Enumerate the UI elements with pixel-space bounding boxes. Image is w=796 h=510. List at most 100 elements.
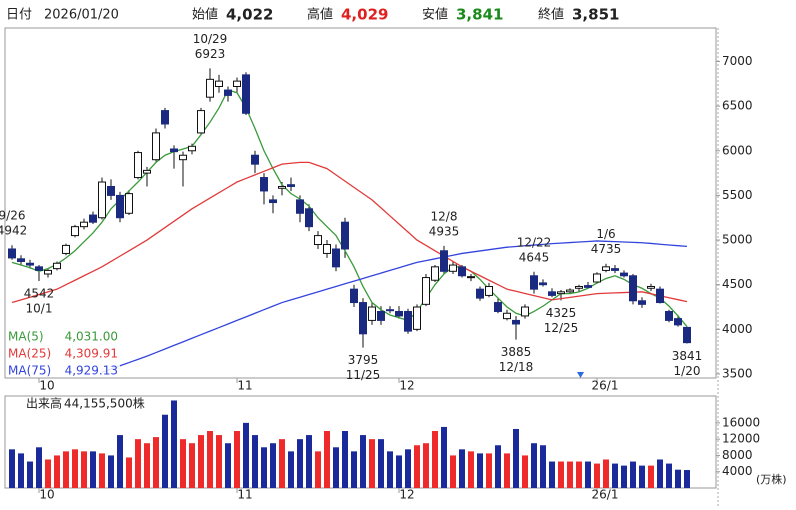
- annotation-value: 4325: [546, 306, 577, 320]
- volume-bar: [441, 426, 447, 488]
- candle-body: [170, 148, 178, 153]
- candle-body: [512, 319, 520, 325]
- header: 日付 2026/01/20 始値 4,022 高値 4,029 安値 3,841…: [6, 6, 619, 24]
- volume-bar: [198, 435, 204, 488]
- candle-body: [485, 285, 493, 296]
- volume-bar: [81, 451, 87, 488]
- candle-body: [674, 318, 682, 326]
- volume-bar: [252, 435, 258, 488]
- candle-body: [422, 277, 430, 305]
- volume-bar: [315, 451, 321, 488]
- candle-body: [476, 288, 484, 299]
- candle-body: [665, 310, 673, 321]
- x-tick-label: 12: [399, 488, 414, 502]
- candle-body: [206, 78, 214, 98]
- volume-bar: [648, 465, 654, 488]
- candle-body: [557, 291, 565, 295]
- volume-unit: (万株): [756, 472, 787, 486]
- annotation-date: 9/26: [0, 209, 25, 223]
- volume-bar: [135, 439, 141, 488]
- volume-bar: [216, 435, 222, 488]
- candle-body: [107, 185, 115, 196]
- x-tick-label: 10: [39, 379, 54, 393]
- candle-body: [539, 282, 547, 286]
- candle-body: [377, 310, 385, 321]
- volume-bar: [234, 431, 240, 488]
- volume-bar: [288, 451, 294, 488]
- candle-body: [467, 276, 475, 279]
- volume-bar: [639, 465, 645, 488]
- candle-body: [638, 300, 646, 305]
- annotation-value: 4942: [0, 224, 27, 238]
- annotation-value: 3841: [672, 349, 703, 363]
- candle-body: [296, 199, 304, 214]
- candle-body: [332, 248, 340, 268]
- candle-body: [278, 185, 286, 189]
- ma-line: [101, 240, 688, 373]
- volume-bar: [261, 447, 267, 488]
- candle-body: [647, 285, 655, 289]
- candle-body: [683, 326, 691, 344]
- legend-value: 4,309.91: [65, 347, 118, 361]
- candle-body: [341, 221, 349, 250]
- candle-body: [62, 244, 70, 254]
- candle-body: [287, 184, 295, 187]
- candle-body: [611, 268, 619, 271]
- candle-body: [449, 264, 457, 272]
- candle-body: [8, 248, 16, 259]
- candle-body: [440, 250, 448, 272]
- volume-bar: [684, 470, 690, 488]
- volume-bar: [72, 449, 78, 488]
- candle-body: [242, 74, 250, 114]
- annotation-date: 1/6: [596, 227, 615, 241]
- candle-body: [188, 145, 196, 152]
- volume-bar: [567, 461, 573, 488]
- annotation-value: 4935: [429, 224, 460, 238]
- volume-bar: [657, 459, 663, 488]
- volume-bar: [675, 469, 681, 488]
- candle-body: [575, 285, 583, 289]
- candle-body: [386, 309, 394, 312]
- x-tick-label: 12: [399, 379, 414, 393]
- volume-bar: [603, 459, 609, 488]
- volume-bar: [162, 414, 168, 488]
- open-label: 始値: [192, 7, 218, 23]
- legend-name: MA(5): [8, 330, 44, 344]
- volume-bar: [189, 443, 195, 488]
- candle-body: [323, 244, 331, 254]
- event-marker: [577, 372, 584, 378]
- volume-bar: [531, 443, 537, 488]
- volume-bar: [450, 455, 456, 488]
- volume-bar: [225, 443, 231, 488]
- legend-value: 4,929.13: [65, 364, 118, 378]
- volume-bar: [297, 439, 303, 488]
- annotation-date: 12/18: [499, 360, 534, 374]
- annotation-value: 4542: [24, 286, 55, 300]
- y-tick-label: 6500: [722, 99, 753, 113]
- candle-body: [215, 80, 223, 87]
- candle-body: [620, 272, 628, 277]
- candle-body: [548, 291, 556, 296]
- ma-line: [11, 161, 688, 304]
- high-label: 高値: [307, 7, 333, 23]
- candle-body: [17, 258, 25, 262]
- volume-bar: [108, 455, 114, 488]
- volume-bar: [369, 439, 375, 488]
- close: 3,851: [572, 6, 619, 24]
- volume-bar: [324, 431, 330, 488]
- volume-bar: [585, 461, 591, 488]
- annotation-date: 10/29: [193, 32, 228, 46]
- volume-bar: [423, 443, 429, 488]
- volume-bar: [27, 461, 33, 488]
- y-tick-label: 4000: [722, 322, 753, 336]
- x-tick-label: 10: [39, 488, 54, 502]
- annotation-date: 10/1: [26, 301, 53, 315]
- candle-body: [530, 275, 538, 290]
- x-tick-label: 26/1: [592, 488, 619, 502]
- volume-bar: [387, 451, 393, 488]
- volume-bar: [351, 451, 357, 488]
- candle-body: [593, 273, 601, 283]
- volume-bar: [432, 431, 438, 488]
